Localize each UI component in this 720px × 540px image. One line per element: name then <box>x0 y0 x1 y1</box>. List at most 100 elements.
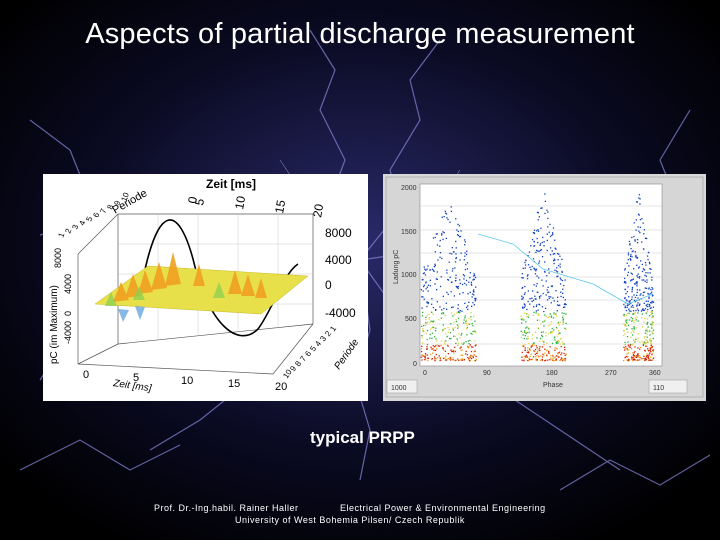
prpd-point <box>639 341 641 343</box>
prpd-point <box>651 312 653 315</box>
prpd-point <box>445 333 447 335</box>
prpd-point <box>446 269 448 271</box>
prpd-point <box>563 312 565 315</box>
prpd-point <box>437 345 439 347</box>
prpd-point <box>634 283 636 285</box>
prpd-point <box>470 357 473 360</box>
prpd-point <box>538 319 541 321</box>
prpd-point <box>534 269 536 271</box>
prpd-point <box>425 358 427 360</box>
prpd-point <box>431 337 433 339</box>
prpd-point <box>427 302 429 305</box>
prpd-point <box>651 291 653 293</box>
prpd-point <box>556 342 558 344</box>
prpd-point <box>521 287 523 289</box>
prpd-point <box>436 233 438 235</box>
prpd-point <box>467 308 469 310</box>
prpd-point <box>544 193 546 195</box>
prpd-point <box>651 352 653 355</box>
prpd-point <box>425 332 427 335</box>
prpd-point <box>644 280 646 282</box>
prpd-point <box>421 337 423 339</box>
prpd-point <box>540 355 542 357</box>
prpd-point <box>636 264 638 266</box>
prpd-point <box>521 345 523 347</box>
prpd-point <box>630 336 632 338</box>
prpd-point <box>536 359 538 361</box>
prpd-point <box>446 358 448 360</box>
prpd-point <box>645 312 647 314</box>
prpd-point <box>538 260 541 262</box>
prpd-point <box>649 359 651 361</box>
prpd-point <box>557 265 560 267</box>
prpd-point <box>434 360 436 362</box>
prpd-point <box>443 349 445 351</box>
prpd-point <box>463 319 465 321</box>
prpd-point <box>457 311 459 313</box>
prpd-point <box>635 309 637 312</box>
prpd-point <box>446 217 448 219</box>
prpd-point <box>464 315 466 317</box>
prpd-point <box>630 310 632 312</box>
prpd-point <box>560 345 562 348</box>
prpd-point <box>473 275 475 277</box>
prpd-point <box>433 270 435 272</box>
prpd-point <box>529 266 531 268</box>
prpd-point <box>632 356 634 359</box>
prpd-point <box>536 230 538 232</box>
prpd-point <box>531 334 534 336</box>
prpd-point <box>544 200 546 202</box>
prpd-point <box>634 256 637 258</box>
bottom-left-field[interactable] <box>386 379 418 394</box>
prpd-point <box>624 277 626 280</box>
prpd-point <box>424 357 426 359</box>
prpd-point <box>623 323 625 325</box>
prpd-point <box>547 359 549 361</box>
prpd-point <box>646 255 649 257</box>
prpd-point <box>537 313 539 315</box>
prpd-point <box>560 291 562 293</box>
prpd-point <box>423 298 425 300</box>
prpd-point <box>432 352 434 354</box>
prpd-point <box>624 357 626 359</box>
prpd-point <box>629 243 631 245</box>
prpd-point <box>432 320 434 322</box>
prpd-point <box>635 256 637 258</box>
prpd-point <box>525 332 527 335</box>
prpd-point <box>636 289 639 291</box>
bottom-right-tick: 5 <box>308 344 318 353</box>
prpd-point <box>447 331 449 333</box>
prpd-point <box>461 342 463 345</box>
prpd-point <box>527 264 530 266</box>
prpd-point <box>454 335 457 337</box>
prpd-point <box>633 356 635 358</box>
prpd-point <box>558 332 560 334</box>
bottom-right-field[interactable] <box>648 379 688 394</box>
prpd-point <box>637 356 639 358</box>
prpd-point <box>630 255 632 257</box>
prpd-point <box>564 299 566 301</box>
prpd-point <box>439 356 441 359</box>
prpd-point <box>425 281 427 283</box>
prpd-point <box>440 317 442 319</box>
prpd-point <box>623 314 625 316</box>
prpd-point <box>459 279 461 281</box>
prpd-point <box>631 286 634 289</box>
prpd-point <box>644 358 646 361</box>
prpd-point <box>473 351 475 353</box>
prpd-point <box>532 258 535 260</box>
prpd-point <box>647 350 650 352</box>
prpd-point <box>421 325 423 328</box>
prpd-point <box>625 293 627 295</box>
prpd-point <box>470 332 472 334</box>
prpd-point <box>644 359 646 362</box>
prpd-point <box>636 305 638 307</box>
prpd-point <box>467 356 469 359</box>
prpd-point <box>644 274 646 276</box>
prpd-point <box>449 252 451 255</box>
prpd-point <box>469 276 471 279</box>
prpd-point <box>642 308 644 310</box>
prpd-point <box>539 349 541 352</box>
prpd-point <box>538 296 541 298</box>
prpd-point <box>638 304 640 307</box>
